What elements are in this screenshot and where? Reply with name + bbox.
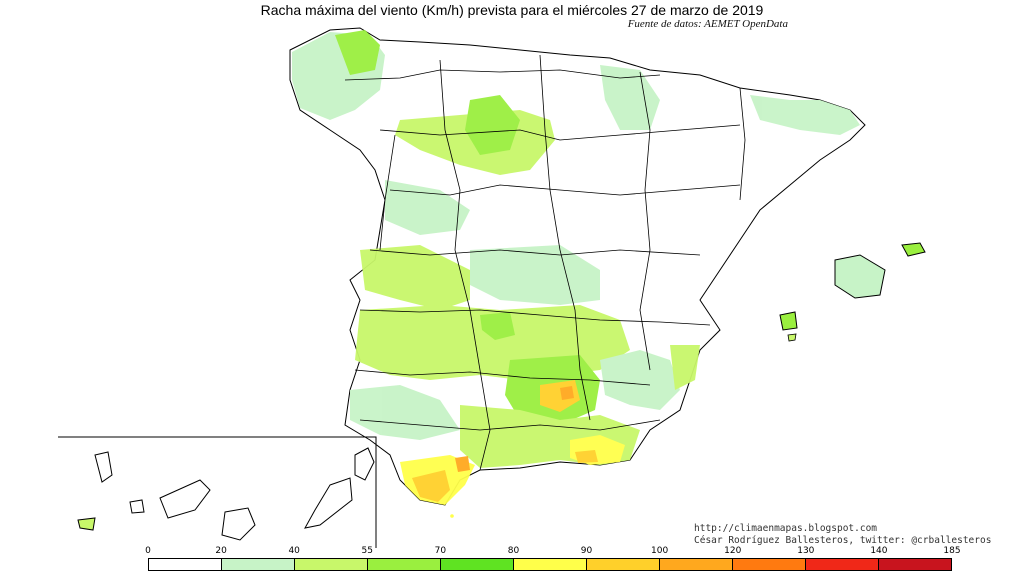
legend-swatch — [587, 559, 660, 570]
alboran-dot — [450, 514, 454, 518]
credits-author: César Rodríguez Ballesteros, twitter: @c… — [694, 535, 992, 546]
balearic-ibiza — [779, 311, 798, 331]
legend-swatch — [879, 559, 951, 570]
wind-zones — [292, 30, 860, 505]
province-borders — [344, 54, 746, 471]
legend-tick-label: 80 — [507, 546, 520, 556]
canary-tenerife — [159, 479, 211, 519]
legend-tick-label: 120 — [724, 546, 742, 556]
legend-swatch — [806, 559, 879, 570]
legend-swatch — [660, 559, 733, 570]
canary-gran-canaria — [221, 507, 256, 541]
legend-tick-label: 130 — [797, 546, 815, 556]
data-source: Fuente de datos: AEMET OpenData — [627, 18, 788, 30]
legend-tick-label: 140 — [870, 546, 888, 556]
legend-tick-label: 20 — [215, 546, 227, 556]
legend-tick-label: 40 — [288, 546, 300, 556]
legend-tick-label: 90 — [580, 546, 593, 556]
canary-la-palma — [94, 451, 113, 483]
canary-inset — [58, 436, 377, 548]
legend-tick-label: 55 — [361, 546, 373, 556]
credits-url[interactable]: http://climaenmapas.blogspot.com — [694, 523, 878, 534]
canary-lanzarote — [354, 447, 375, 481]
legend-tick-label: 185 — [943, 546, 961, 556]
legend-tick-label: 0 — [145, 546, 151, 556]
balearic-mallorca — [834, 254, 886, 299]
balearic-formentera — [787, 333, 797, 342]
legend-swatch — [222, 559, 295, 570]
legend-swatch — [295, 559, 368, 570]
canary-el-hierro — [77, 517, 96, 531]
legend-swatch — [149, 559, 222, 570]
legend-bar — [148, 558, 952, 571]
map-title: Racha máxima del viento (Km/h) prevista … — [260, 2, 764, 18]
credits: http://climaenmapas.blogspot.com César R… — [694, 523, 991, 547]
legend-tick-label: 70 — [434, 546, 447, 556]
legend-tick-label: 100 — [651, 546, 669, 556]
legend-swatch — [441, 559, 514, 570]
legend-swatch — [514, 559, 587, 570]
legend-swatch — [733, 559, 806, 570]
canary-fuerteventura — [304, 477, 353, 529]
balearic-menorca — [901, 242, 926, 257]
canary-la-gomera — [129, 499, 145, 514]
legend-swatch — [368, 559, 441, 570]
